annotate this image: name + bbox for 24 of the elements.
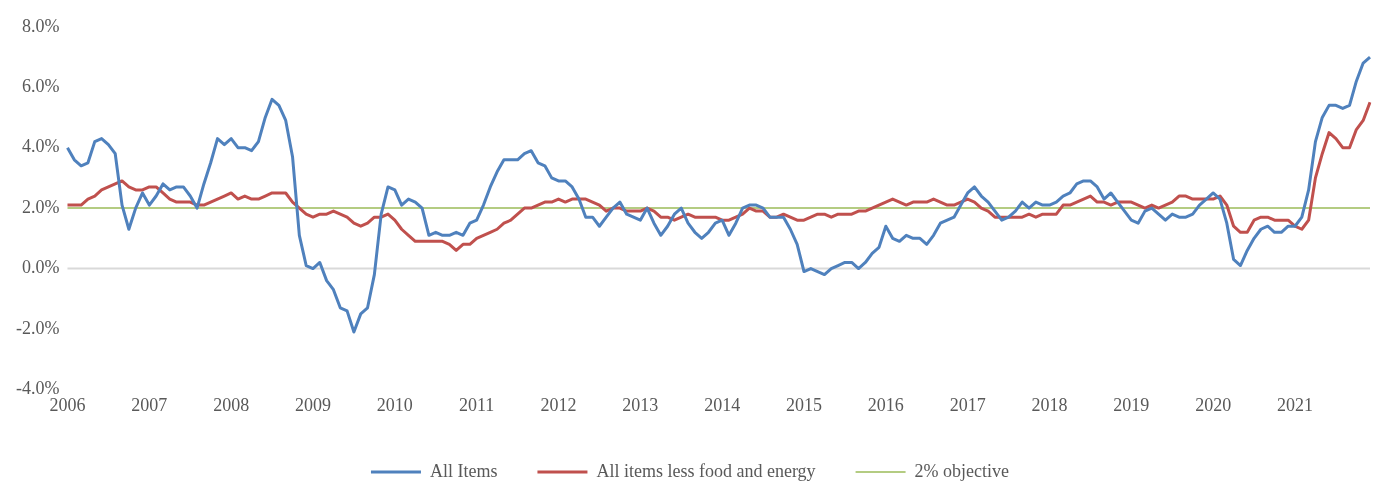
- x-tick-label: 2015: [785, 394, 822, 415]
- x-tick-label: 2011: [458, 394, 495, 415]
- x-tick-label: 2008: [213, 394, 250, 415]
- x-tick-label: 2010: [376, 394, 413, 415]
- y-tick-label: 4.0%: [21, 136, 60, 157]
- x-tick-label: 2019: [1113, 394, 1150, 415]
- x-tick-label: 2021: [1276, 394, 1313, 415]
- x-tick-label: 2020: [1195, 394, 1232, 415]
- x-tick-label: 2017: [949, 394, 986, 415]
- x-tick-label: 2014: [704, 394, 741, 415]
- y-tick-label: 0.0%: [21, 257, 60, 278]
- legend-label: 2% objective: [914, 460, 1010, 481]
- x-tick-label: 2016: [867, 394, 904, 415]
- x-tick-label: 2012: [540, 394, 577, 415]
- x-tick-label: 2018: [1031, 394, 1068, 415]
- y-tick-label: 8.0%: [21, 15, 60, 36]
- legend-label: All items less food and energy: [596, 460, 816, 481]
- y-tick-label: 6.0%: [21, 75, 60, 96]
- x-tick-label: 2009: [294, 394, 331, 415]
- y-tick-label: 2.0%: [21, 196, 60, 217]
- legend-label: All Items: [429, 460, 498, 481]
- x-tick-label: 2007: [131, 394, 168, 415]
- x-tick-label: 2013: [622, 394, 659, 415]
- y-tick-label: -2.0%: [15, 317, 60, 338]
